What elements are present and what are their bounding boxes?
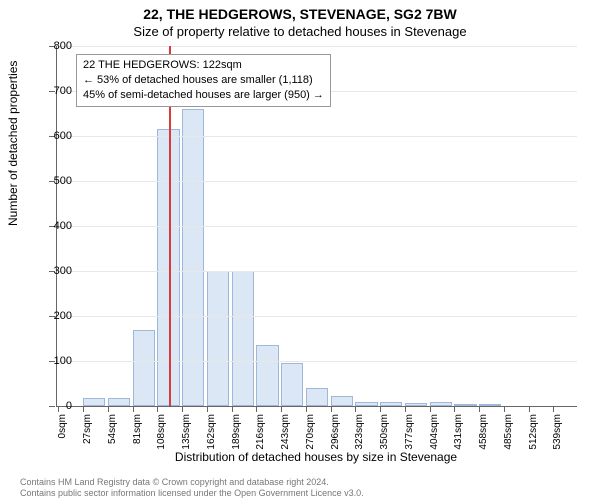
x-tick-label: 135sqm: [181, 414, 192, 454]
histogram-bar: [331, 396, 353, 406]
x-tick: [207, 406, 208, 412]
annotation-line-1: 22 THE HEDGEROWS: 122sqm: [83, 58, 324, 73]
x-tick: [405, 406, 406, 412]
x-tick-label: 270sqm: [305, 414, 316, 454]
x-tick-label: 350sqm: [379, 414, 390, 454]
x-tick-label: 404sqm: [429, 414, 440, 454]
x-tick-label: 108sqm: [156, 414, 167, 454]
grid-line: [57, 271, 577, 272]
y-tick-label: 200: [42, 310, 72, 322]
histogram-bar: [355, 402, 377, 407]
grid-line: [57, 46, 577, 47]
x-tick-label: 296sqm: [330, 414, 341, 454]
histogram-bar: [479, 404, 501, 406]
histogram-bar: [380, 402, 402, 407]
chart-title: 22, THE HEDGEROWS, STEVENAGE, SG2 7BW: [0, 0, 600, 22]
grid-line: [57, 361, 577, 362]
y-axis-label: Number of detached properties: [6, 61, 20, 226]
x-tick: [380, 406, 381, 412]
x-tick: [306, 406, 307, 412]
footer-attribution: Contains HM Land Registry data © Crown c…: [20, 477, 364, 498]
x-tick: [133, 406, 134, 412]
x-tick-label: 431sqm: [453, 414, 464, 454]
histogram-bar: [83, 398, 105, 406]
histogram-bar: [133, 330, 155, 407]
annotation-box: 22 THE HEDGEROWS: 122sqm ← 53% of detach…: [76, 54, 331, 107]
x-tick-label: 377sqm: [404, 414, 415, 454]
x-tick-label: 0sqm: [57, 414, 68, 454]
x-tick: [83, 406, 84, 412]
x-tick-label: 243sqm: [280, 414, 291, 454]
y-tick-label: 500: [42, 175, 72, 187]
x-tick-label: 54sqm: [107, 414, 118, 454]
grid-line: [57, 226, 577, 227]
x-tick-label: 458sqm: [478, 414, 489, 454]
x-tick: [553, 406, 554, 412]
histogram-bar: [256, 345, 278, 406]
grid-line: [57, 316, 577, 317]
x-tick: [331, 406, 332, 412]
x-tick: [256, 406, 257, 412]
y-tick-label: 700: [42, 85, 72, 97]
x-tick: [504, 406, 505, 412]
grid-line: [57, 136, 577, 137]
x-tick: [108, 406, 109, 412]
x-tick: [157, 406, 158, 412]
histogram-bar: [281, 363, 303, 406]
histogram-bar: [405, 403, 427, 406]
x-axis-label: Distribution of detached houses by size …: [56, 450, 576, 464]
y-tick-label: 300: [42, 265, 72, 277]
y-tick-label: 0: [42, 400, 72, 412]
histogram-bar: [232, 271, 254, 406]
y-tick-label: 400: [42, 220, 72, 232]
x-tick: [355, 406, 356, 412]
x-tick: [479, 406, 480, 412]
x-tick-label: 81sqm: [132, 414, 143, 454]
x-tick-label: 485sqm: [503, 414, 514, 454]
histogram-bar: [207, 271, 229, 406]
chart-subtitle: Size of property relative to detached ho…: [0, 22, 600, 43]
grid-line: [57, 181, 577, 182]
footer-line-1: Contains HM Land Registry data © Crown c…: [20, 477, 364, 487]
x-tick-label: 162sqm: [206, 414, 217, 454]
x-tick-label: 27sqm: [82, 414, 93, 454]
y-tick-label: 800: [42, 40, 72, 52]
footer-line-2: Contains public sector information licen…: [20, 488, 364, 498]
annotation-line-2: ← 53% of detached houses are smaller (1,…: [83, 73, 324, 88]
histogram-bar: [454, 404, 476, 406]
histogram-bar: [306, 388, 328, 406]
x-tick: [529, 406, 530, 412]
x-tick-label: 216sqm: [255, 414, 266, 454]
x-tick: [182, 406, 183, 412]
x-tick: [430, 406, 431, 412]
x-tick-label: 189sqm: [231, 414, 242, 454]
x-tick: [281, 406, 282, 412]
y-tick-label: 600: [42, 130, 72, 142]
annotation-line-3: 45% of semi-detached houses are larger (…: [83, 88, 324, 103]
x-tick-label: 539sqm: [552, 414, 563, 454]
x-tick-label: 512sqm: [528, 414, 539, 454]
histogram-bar: [108, 398, 130, 406]
x-tick: [232, 406, 233, 412]
x-tick: [454, 406, 455, 412]
x-tick-label: 323sqm: [354, 414, 365, 454]
histogram-bar: [430, 402, 452, 407]
y-tick-label: 100: [42, 355, 72, 367]
